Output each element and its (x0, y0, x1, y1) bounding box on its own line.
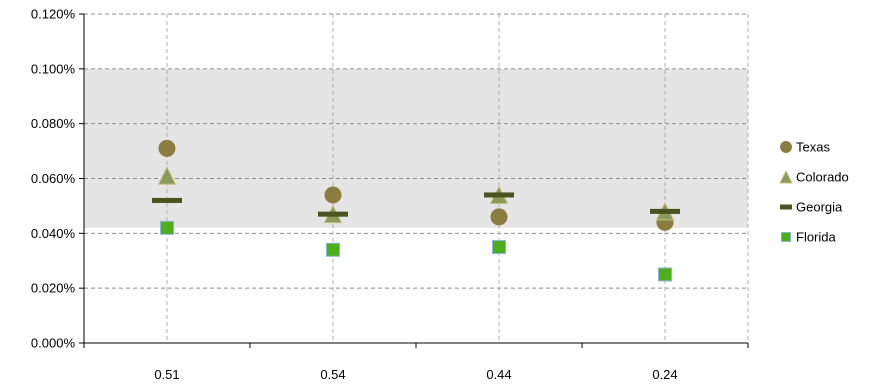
point-florida (160, 220, 174, 235)
legend-marker-texas (780, 141, 792, 153)
point-texas (324, 186, 342, 204)
legend-label: Texas (796, 140, 830, 155)
point-florida (492, 240, 506, 255)
legend: Texas Colorado Georgia Florida (779, 140, 849, 245)
point-georgia (152, 197, 182, 203)
point-colorado (157, 166, 177, 185)
legend-item-florida: Florida (780, 230, 837, 245)
y-tick-label: 0.040% (31, 226, 76, 241)
point-florida (326, 242, 340, 257)
point-georgia (318, 211, 348, 217)
y-tick-label: 0.020% (31, 281, 76, 296)
x-tick-label: 0.54 (320, 367, 345, 382)
y-tick-labels: 0.000% 0.020% 0.040% 0.060% 0.080% 0.100% 0.12… (31, 7, 76, 351)
y-tick-label: 0.060% (31, 171, 76, 186)
point-texas (490, 208, 508, 226)
y-tick-label: 0.100% (31, 61, 76, 76)
axes (79, 13, 749, 348)
shaded-band (84, 68, 748, 228)
data-points (152, 139, 680, 282)
legend-item-georgia: Georgia (780, 200, 843, 215)
grid-lines (84, 13, 749, 343)
legend-label: Florida (796, 230, 837, 245)
legend-item-colorado: Colorado (779, 169, 849, 185)
x-tick-label: 0.24 (652, 367, 677, 382)
legend-label: Georgia (796, 200, 843, 215)
legend-marker-colorado (779, 169, 793, 184)
point-georgia (484, 192, 514, 198)
point-texas (158, 139, 176, 157)
y-tick-label: 0.120% (31, 7, 76, 22)
y-tick-label: 0.000% (31, 336, 76, 351)
x-tick-labels: 0.51 0.54 0.44 0.24 (154, 367, 677, 382)
legend-marker-georgia (780, 204, 792, 210)
legend-label: Colorado (796, 170, 849, 185)
legend-item-texas: Texas (780, 140, 830, 155)
x-tick-label: 0.44 (486, 367, 511, 382)
y-tick-label: 0.080% (31, 116, 76, 131)
x-tick-label: 0.51 (154, 367, 179, 382)
point-georgia (650, 208, 680, 214)
legend-marker-florida (780, 231, 792, 243)
point-florida (658, 267, 672, 282)
